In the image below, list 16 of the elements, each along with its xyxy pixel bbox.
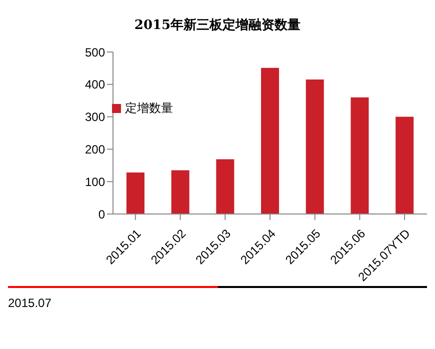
legend-label: 定增数量: [125, 101, 173, 115]
bar: [126, 172, 144, 214]
y-tick-label: 100: [84, 174, 106, 189]
text: 2015.07: [8, 296, 52, 310]
y-tick-label: 400: [84, 78, 106, 92]
y-tick-label: 200: [84, 142, 106, 156]
bar: [171, 170, 190, 214]
bar: [306, 80, 324, 214]
bar: [396, 116, 414, 214]
y-tick-label: 300: [84, 110, 106, 124]
chart-title: 2015年新三板定增融资数量: [133, 16, 302, 35]
y-tick-label: 500: [84, 45, 106, 60]
bar: [261, 68, 280, 214]
y-tick-label: 0: [98, 207, 106, 222]
bar: [350, 97, 369, 214]
bar: [216, 159, 234, 214]
